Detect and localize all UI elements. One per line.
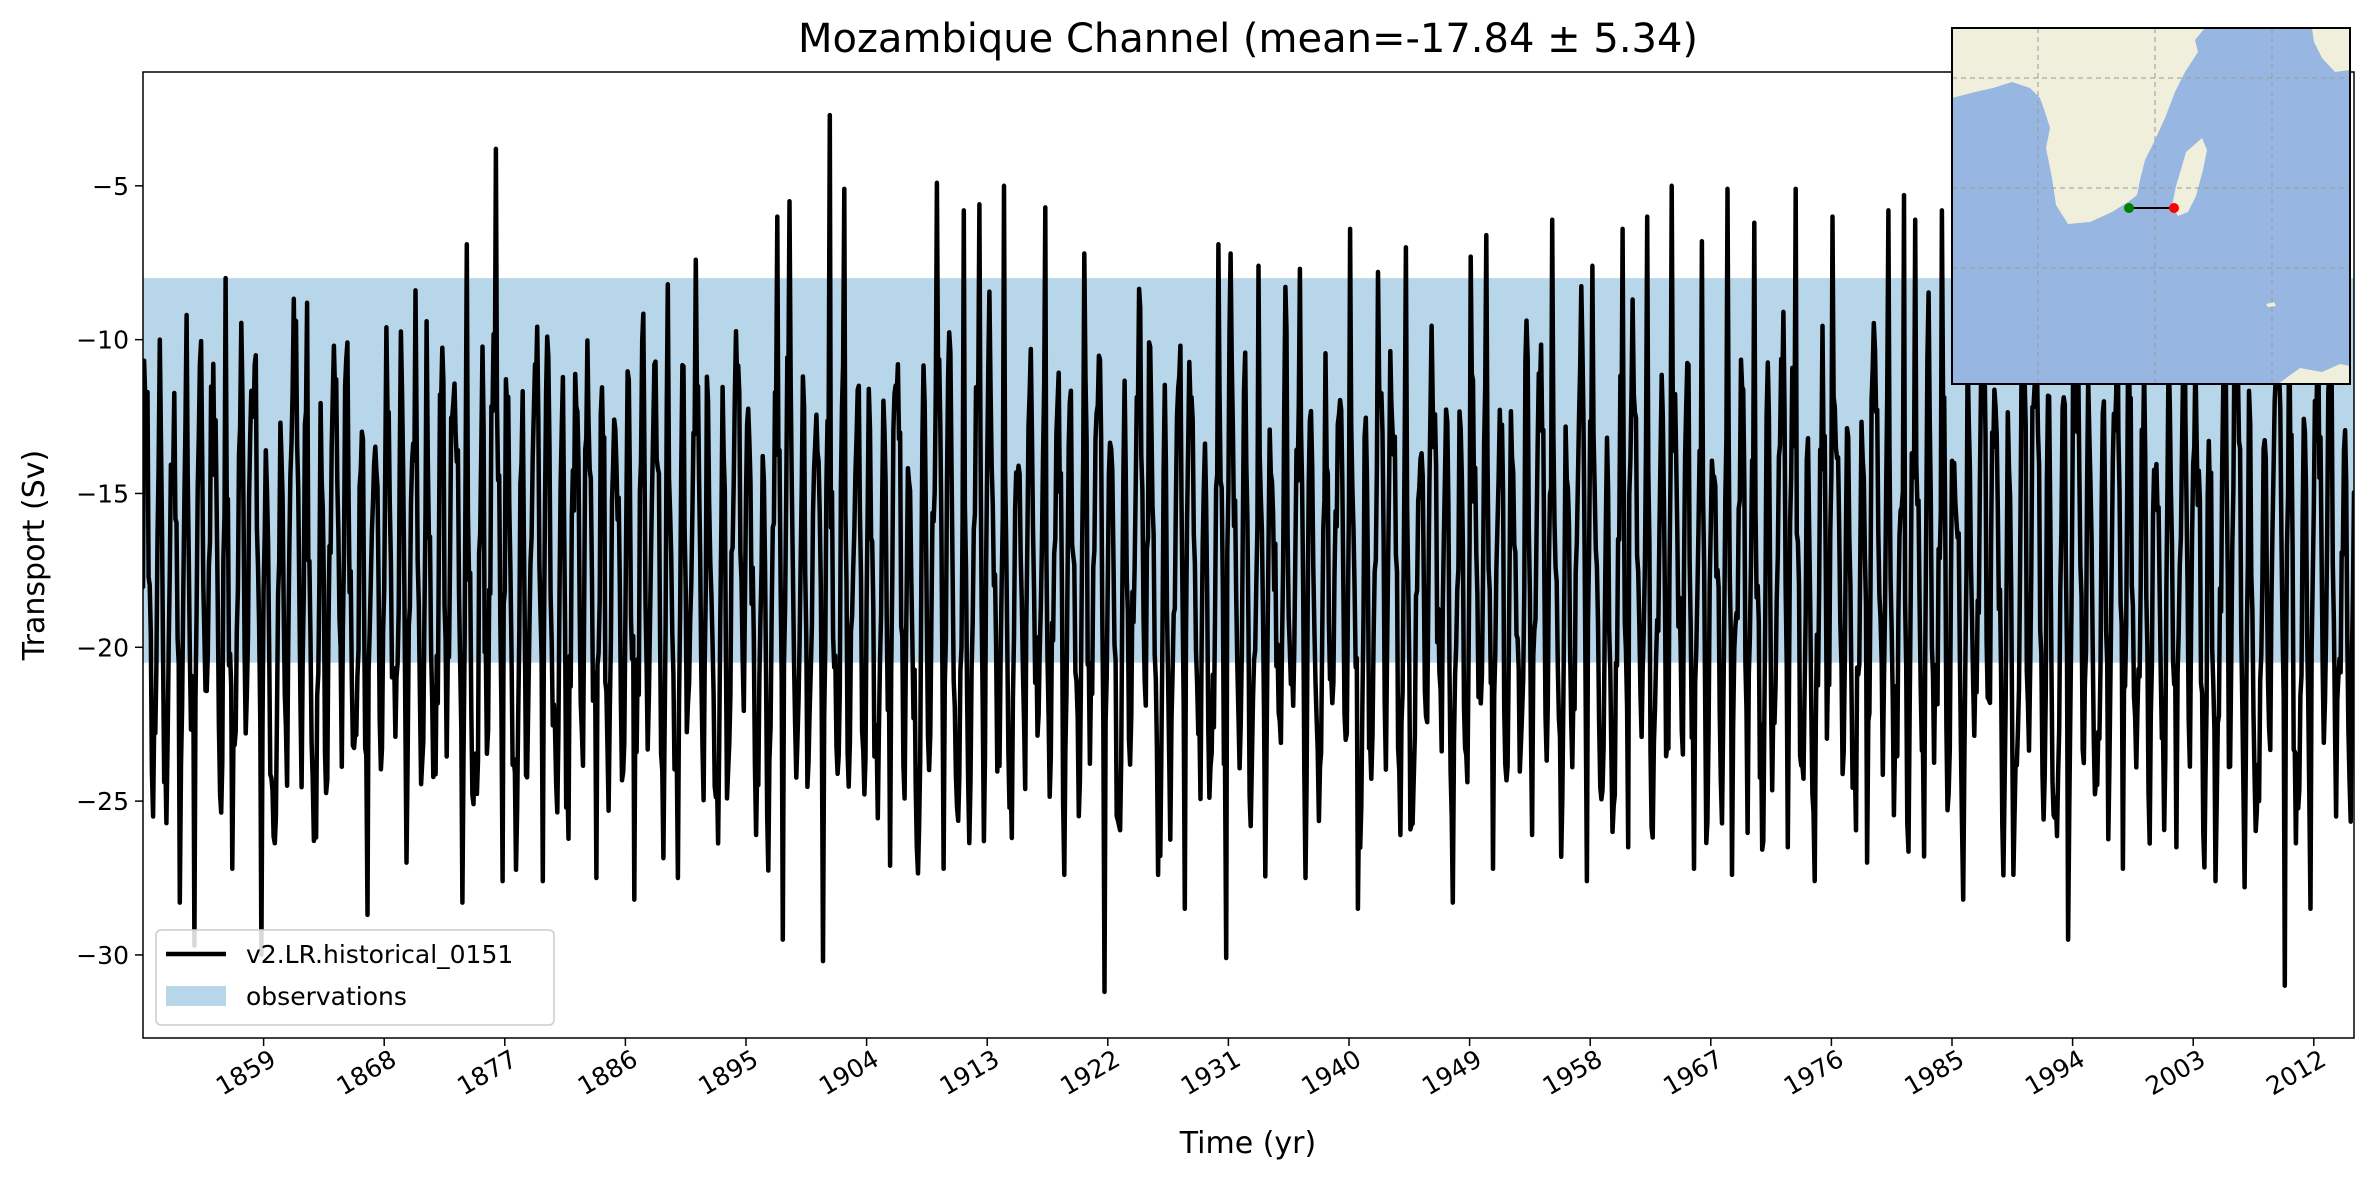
legend-label-observations: observations: [246, 982, 407, 1011]
legend: v2.LR.historical_0151 observations: [155, 929, 555, 1026]
chart-title: Mozambique Channel (mean=-17.84 ± 5.34): [798, 16, 1698, 62]
legend-label-series: v2.LR.historical_0151: [246, 940, 513, 969]
map-land-antarctica: [2278, 364, 2350, 384]
legend-patch-swatch: [166, 986, 226, 1006]
map-gridlines: [1952, 28, 2350, 384]
y-tick-label: −5: [92, 172, 129, 201]
map-land-madagascar: [2172, 138, 2207, 216]
y-tick-label: −30: [76, 941, 129, 970]
y-axis-label: Transport (Sv): [17, 450, 52, 662]
y-tick-label: −15: [76, 479, 129, 508]
map-land-islet: [2266, 302, 2276, 307]
map-section-start: [2124, 203, 2134, 213]
map-land-arabia: [2312, 28, 2350, 72]
plot-frame: [142, 71, 2355, 1039]
inset-map: [1951, 27, 2351, 385]
x-axis-label: Time (yr): [1179, 1126, 1316, 1161]
map-frame: [1951, 27, 2351, 385]
map-section-end: [2169, 203, 2179, 213]
series-line: [143, 112, 2354, 995]
y-tick-label: −25: [76, 787, 129, 816]
y-axis: −30 −25 −20 −15 −10 −5: [76, 172, 143, 970]
y-tick-label: −20: [76, 633, 129, 662]
map-land-africa: [1952, 28, 2205, 224]
legend-frame: [155, 929, 555, 1026]
y-tick-label: −10: [76, 326, 129, 355]
